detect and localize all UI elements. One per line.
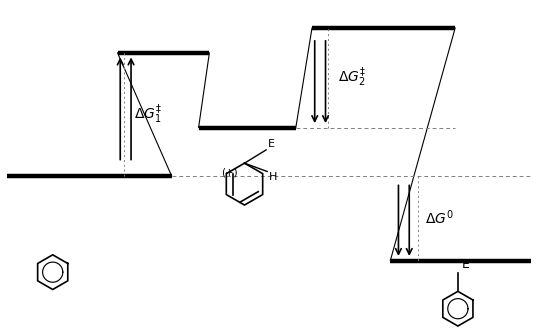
Text: E: E	[268, 139, 275, 149]
Text: (+): (+)	[222, 168, 238, 178]
Text: E: E	[462, 258, 470, 271]
Text: $\Delta G_1^{\ddagger}$: $\Delta G_1^{\ddagger}$	[134, 103, 162, 126]
Text: H: H	[269, 173, 277, 183]
Text: $\Delta G_2^{\ddagger}$: $\Delta G_2^{\ddagger}$	[338, 66, 366, 89]
Text: $\Delta G^0$: $\Delta G^0$	[425, 209, 453, 227]
